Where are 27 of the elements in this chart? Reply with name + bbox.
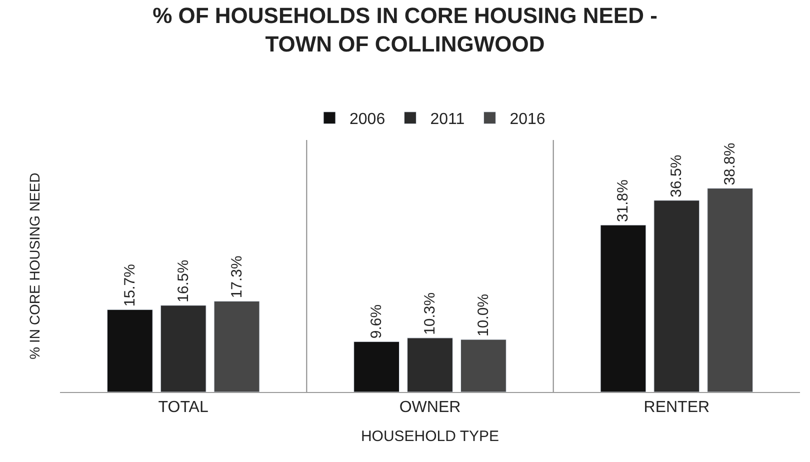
bar: [707, 188, 754, 392]
bar: [460, 339, 506, 392]
y-axis-title: % IN CORE HOUSING NEED: [26, 172, 43, 360]
x-axis-title: HOUSEHOLD TYPE: [360, 428, 500, 446]
bar: [407, 338, 453, 392]
data-label: 38.8%: [722, 142, 739, 186]
bar: [214, 300, 260, 392]
data-label: 17.3%: [228, 256, 246, 298]
data-label: 10.3%: [422, 292, 438, 335]
data-label: 31.8%: [614, 180, 632, 222]
legend-label: 2016: [510, 111, 546, 128]
data-label: 15.7%: [121, 264, 138, 307]
bar: [106, 309, 153, 392]
bar: [600, 224, 646, 392]
bar: [354, 341, 400, 392]
bar: [160, 305, 206, 392]
data-label: 16.5%: [174, 260, 192, 302]
legend-label: 2011: [430, 111, 465, 128]
data-label: 10.0%: [474, 294, 492, 336]
chart-title: % OF HOUSEHOLDS IN CORE HOUSING NEED - TOWN OF COLLINGWOOD: [152, 3, 658, 57]
x-tick-label: TOTAL: [158, 399, 208, 416]
x-tick-label: RENTER: [644, 399, 710, 416]
bar: [654, 200, 700, 392]
x-tick-label: OWNER: [399, 399, 461, 416]
data-label: 36.5%: [668, 154, 686, 198]
data-label: 9.6%: [368, 304, 386, 339]
legend-label: 2006: [350, 111, 386, 128]
